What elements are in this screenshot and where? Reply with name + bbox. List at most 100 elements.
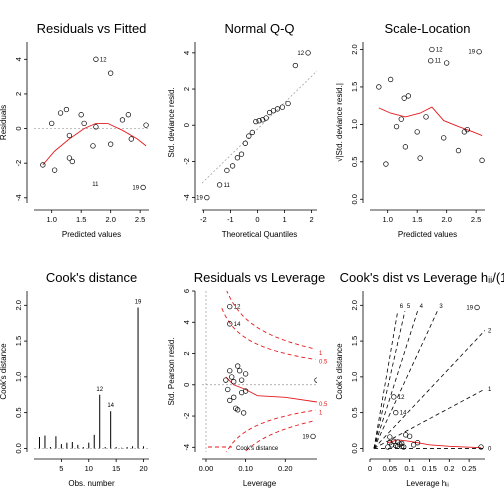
panel-cooks-distance: Cook's distance 5 10 15 20 0.0 0.5 1.0 1.5 2.0 Obs… [0, 270, 149, 488]
data-point [414, 129, 420, 135]
y-tick-label: 2.0 [350, 44, 359, 54]
smoothed-fit-line [378, 106, 483, 137]
y-tick-label: 0.5 [350, 157, 359, 167]
data-point [410, 442, 417, 448]
data-point [387, 434, 393, 440]
x-tick-label: 20 [139, 464, 147, 473]
point-label: 19 [132, 185, 139, 191]
data-point [246, 133, 252, 139]
data-point [69, 158, 75, 165]
point-label: 19 [302, 434, 309, 440]
point-label: 12 [100, 57, 107, 63]
y-tick-label: -4 [14, 194, 23, 201]
x-axis-label: Predicted values [62, 230, 121, 239]
data-point [429, 46, 435, 53]
contour-label: 3 [439, 304, 443, 310]
data-point [279, 104, 286, 110]
point-label: 12 [297, 51, 304, 57]
data-point [235, 407, 241, 413]
data-point [216, 182, 223, 188]
data-point [63, 106, 70, 113]
y-axis-label: Cook's distance [335, 343, 344, 400]
x-tick-label: -1 [227, 215, 234, 224]
data-point [93, 56, 99, 62]
cooks-distance-contour [226, 291, 316, 350]
data-point [229, 374, 235, 380]
data-point [90, 143, 96, 149]
data-point [125, 112, 132, 118]
data-point [383, 161, 389, 167]
data-point [253, 118, 259, 125]
y-tick-label: 0 [182, 123, 191, 127]
data-point [464, 126, 470, 133]
cooks-contour-line [373, 310, 406, 449]
data-point [393, 123, 400, 130]
panel-residuals-vs-fitted: Residuals vs Fitted 1.0 1.5 2.0 2.5 -4 -2 0 2 4 Pr… [0, 21, 149, 239]
data-point [242, 140, 248, 146]
x-axis-label: Leverage hᵢᵢ [406, 479, 449, 488]
x-axis-label: Predicted values [398, 230, 457, 239]
data-point [479, 157, 485, 163]
data-point [66, 132, 73, 139]
contour-label: 6 [400, 304, 404, 310]
data-point [417, 155, 423, 161]
y-tick-label: 6 [182, 289, 191, 293]
plot-area [373, 304, 485, 450]
point-label: 19 [466, 305, 473, 311]
x-tick-label: 1.0 [46, 215, 56, 224]
y-axis-label: Residuals [0, 105, 8, 140]
data-point [407, 433, 413, 439]
data-point [78, 112, 84, 118]
data-point [405, 93, 411, 99]
legend-label: Cook's distance [236, 446, 279, 452]
point-label: 19 [196, 196, 203, 202]
qq-reference-line [202, 70, 317, 184]
data-point [242, 388, 249, 394]
x-tick-label: 1.0 [382, 215, 392, 224]
data-point [227, 303, 233, 310]
cooks-contour-line [373, 310, 418, 449]
data-point [263, 115, 269, 121]
data-point [393, 409, 399, 416]
data-point [455, 147, 462, 154]
x-tick-label: 0.15 [422, 464, 437, 473]
data-point [143, 122, 149, 128]
data-point [237, 368, 243, 374]
x-tick-label: 0.20 [278, 464, 293, 473]
panel-residuals-vs-leverage: Residuals vs Leverage 0.00 0.10 0.20 -4 -2 0 2 4… [167, 270, 328, 488]
point-label: 14 [234, 322, 241, 328]
y-tick-label: 1.5 [350, 82, 359, 92]
data-point [51, 167, 58, 173]
x-tick-label: 2.0 [441, 215, 451, 224]
y-tick-label: -4 [182, 194, 191, 201]
data-point [40, 162, 46, 168]
data-point [391, 394, 397, 400]
data-point [474, 304, 480, 311]
y-tick-label: -2 [182, 158, 191, 165]
x-tick-label: 5 [59, 464, 63, 473]
data-point [423, 114, 429, 120]
x-tick-label: 15 [112, 464, 120, 473]
x-tick-label: 2.5 [471, 215, 481, 224]
data-point [49, 120, 55, 127]
data-point [224, 167, 230, 174]
contour-label: 4 [420, 304, 424, 310]
y-tick-label: 0 [182, 383, 191, 387]
y-tick-label: 0 [14, 126, 23, 130]
data-point [305, 50, 311, 56]
cooks-contour-line [373, 310, 438, 449]
data-point [140, 184, 146, 191]
x-tick-label: 10 [85, 464, 93, 473]
y-tick-label: 2 [182, 351, 191, 355]
y-axis-label: Std. deviance resid. [167, 87, 176, 157]
y-tick-label: 1.0 [350, 119, 359, 129]
data-point [395, 443, 401, 449]
data-point [108, 70, 114, 76]
data-point [227, 321, 233, 327]
data-point [285, 100, 291, 107]
y-axis-label: √|Std. deviance resid.| [335, 83, 344, 162]
y-tick-label: 1.5 [350, 336, 359, 346]
data-point [274, 106, 281, 112]
y-tick-label: -4 [182, 444, 191, 451]
